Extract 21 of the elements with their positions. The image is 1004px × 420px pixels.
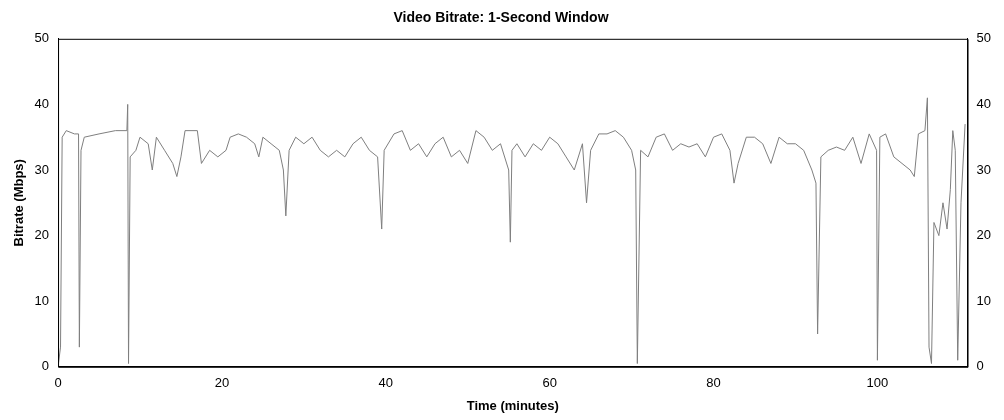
x-tick-label: 60 xyxy=(542,375,557,391)
y2-tick-label: 40 xyxy=(976,95,992,111)
y-tick-label: 30 xyxy=(34,161,50,177)
y-tick-label: 10 xyxy=(34,292,50,308)
y-tick-label: 20 xyxy=(34,227,50,243)
x-tick-label: 40 xyxy=(378,375,394,391)
chart-title: Video Bitrate: 1-Second Window xyxy=(393,9,609,26)
y2-tick-label: 10 xyxy=(976,292,992,308)
y2-tick-label: 0 xyxy=(976,358,984,374)
x-tick-label: 20 xyxy=(214,375,230,391)
y-tick-label: 0 xyxy=(41,358,50,374)
x-tick-label: 100 xyxy=(866,375,889,391)
y-tick-label: 40 xyxy=(34,95,50,111)
y2-tick-label: 30 xyxy=(976,161,992,177)
x-axis-title: Time (minutes) xyxy=(466,397,559,413)
y-tick-label: 50 xyxy=(34,30,50,46)
x-tick-label: 0 xyxy=(54,375,62,391)
x-tick-label: 80 xyxy=(706,375,721,391)
y2-tick-label: 20 xyxy=(976,227,992,243)
y-axis-title: Bitrate (Mbps) xyxy=(11,159,27,247)
y2-tick-label: 50 xyxy=(976,30,992,46)
